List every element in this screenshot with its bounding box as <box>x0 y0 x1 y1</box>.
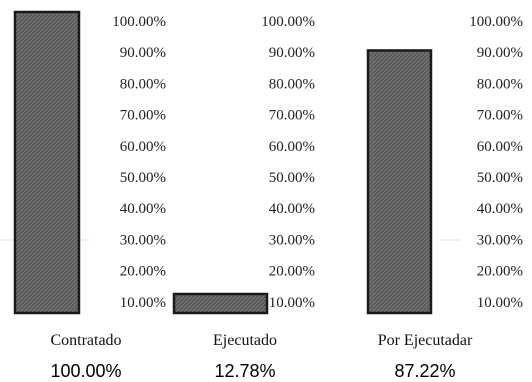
tick-label: 30.00% <box>269 232 315 248</box>
tick-label: 70.00% <box>120 108 166 124</box>
category-label: Contratado <box>50 332 121 349</box>
tick-label: 40.00% <box>477 201 523 217</box>
tick-label: 90.00% <box>477 45 523 61</box>
tick-label: 50.00% <box>477 170 523 186</box>
tick-label: 30.00% <box>120 232 166 248</box>
tick-label: 10.00% <box>120 295 166 311</box>
tick-label: 80.00% <box>269 76 315 92</box>
bar-ejecutado <box>172 292 269 315</box>
tick-label: 70.00% <box>477 108 523 124</box>
tick-label: 20.00% <box>477 264 523 280</box>
tick-label: 20.00% <box>120 264 166 280</box>
tick-label: 10.00% <box>477 295 523 311</box>
category-label: Por Ejecutadar <box>378 332 473 349</box>
tick-label: 70.00% <box>269 108 315 124</box>
tick-label: 90.00% <box>269 45 315 61</box>
tick-label: 20.00% <box>269 264 315 280</box>
tick-label: 10.00% <box>269 295 315 311</box>
tick-label: 60.00% <box>477 139 523 155</box>
tick-label: 80.00% <box>477 76 523 92</box>
tick-label: 80.00% <box>120 76 166 92</box>
tick-label: 30.00% <box>477 232 523 248</box>
tick-label: 50.00% <box>269 170 315 186</box>
category-label: Ejecutado <box>213 332 277 349</box>
tick-label: 40.00% <box>120 201 166 217</box>
bar-contratado <box>13 10 81 315</box>
tick-label: 60.00% <box>269 139 315 155</box>
tick-label: 100.00% <box>112 14 166 30</box>
value-label: 12.78% <box>214 361 275 381</box>
tick-label: 50.00% <box>120 170 166 186</box>
tick-label: 100.00% <box>261 14 315 30</box>
tick-label: 90.00% <box>120 45 166 61</box>
value-label: 100.00% <box>50 361 121 381</box>
tick-label: 40.00% <box>269 201 315 217</box>
bar-por-ejecutadar <box>366 49 433 315</box>
value-label: 87.22% <box>394 361 455 381</box>
tick-label: 60.00% <box>120 139 166 155</box>
tick-label: 100.00% <box>469 14 523 30</box>
